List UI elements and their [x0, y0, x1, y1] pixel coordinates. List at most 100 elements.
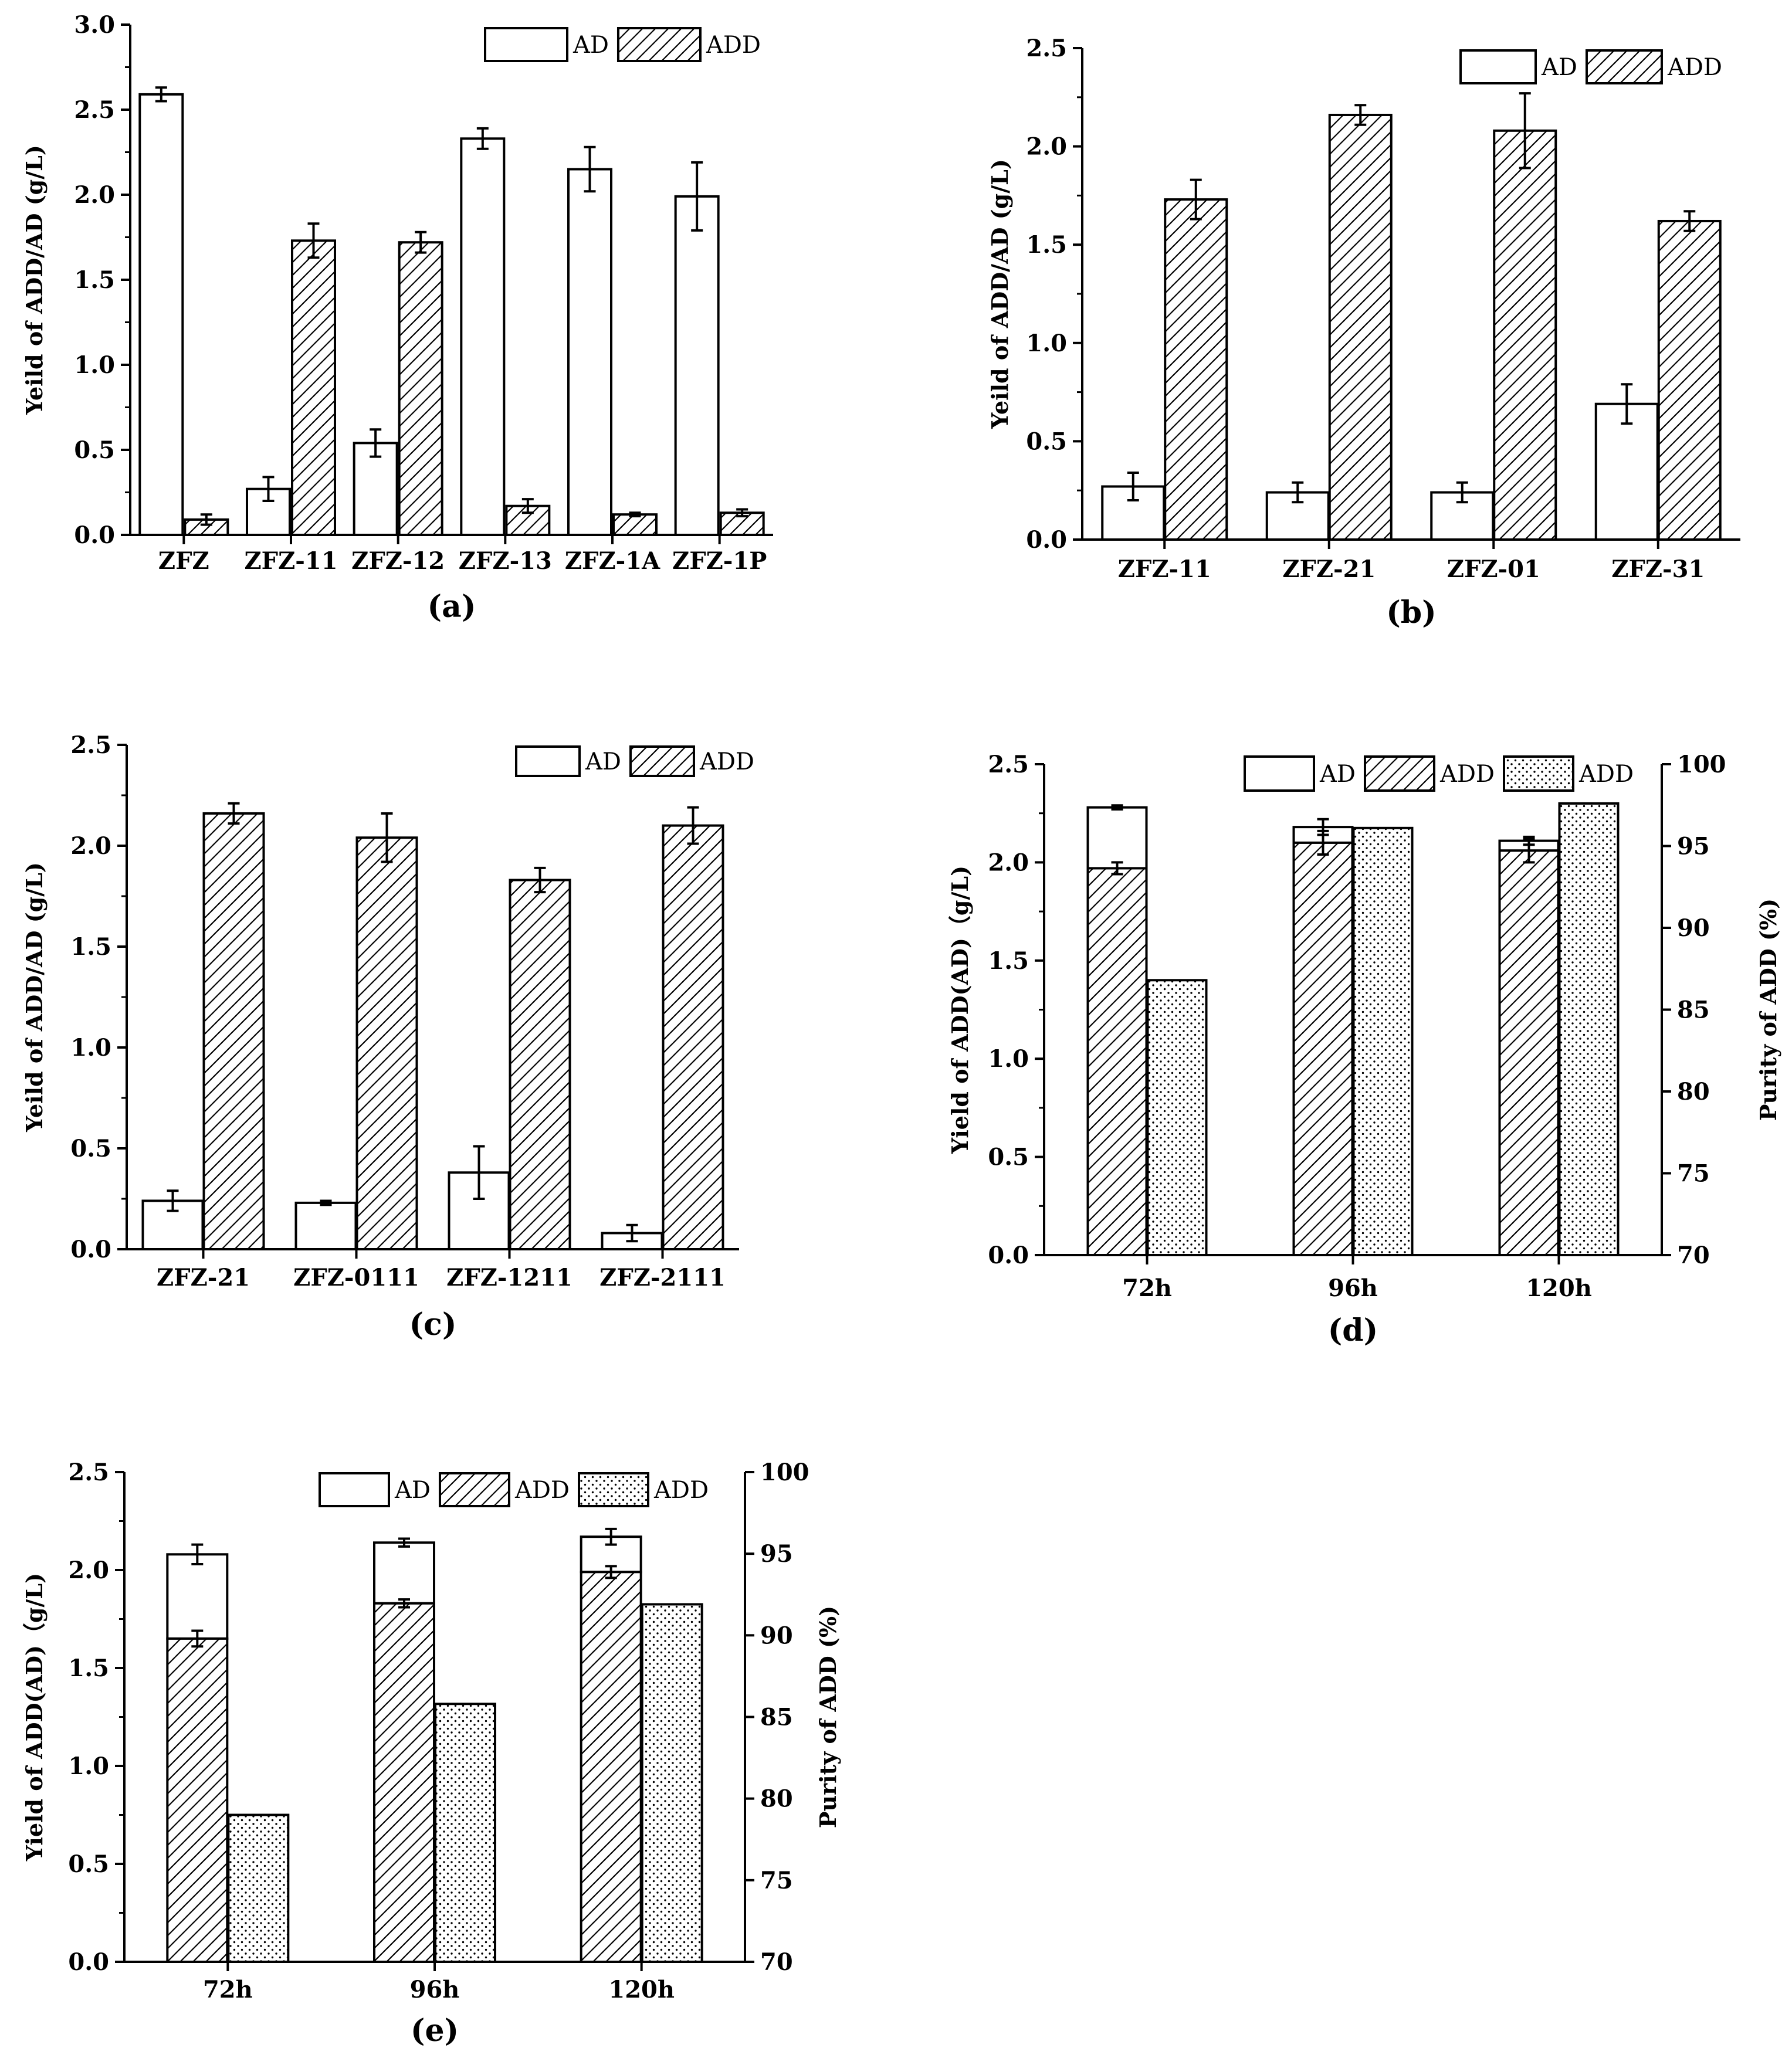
bar-ad-zfz-1p — [674, 195, 720, 536]
legend-swatch — [578, 1472, 649, 1507]
bar-add-zfz-1a — [612, 513, 658, 537]
x-tick-label: ZFZ — [158, 547, 209, 575]
chart-a: 0.0 0.5 1.0 1.5 2.0 2.5 3.0 ZFZ ZFZ-11 ZFZ-12 ZFZ-… — [21, 11, 773, 625]
y-right-tick-label: 100 — [760, 1459, 809, 1486]
x-tick-label: ZFZ-0111 — [293, 1264, 419, 1291]
legend-label: ADD — [514, 1477, 570, 1504]
chart-b: 0.0 0.5 1.0 1.5 2.0 2.5 ZFZ-11 ZFZ-21 ZFZ-01 ZFZ-… — [987, 35, 1740, 630]
x-tick-label: 96h — [410, 1976, 460, 2003]
bar-ad-zfz-0111 — [294, 1201, 357, 1250]
bar-add-zfz-31 — [1657, 219, 1722, 541]
x-tick-label: ZFZ-11 — [244, 547, 337, 575]
legend-label: ADD — [706, 32, 761, 59]
y-tick-label: 3.0 — [74, 11, 115, 39]
bar-add-zfz-12 — [398, 241, 443, 536]
bar-ad-stack-72h — [1086, 806, 1148, 870]
x-tick-label: 120h — [608, 1976, 675, 2003]
y-tick-label: 1.5 — [988, 947, 1029, 975]
y-tick-label: 1.0 — [68, 1752, 109, 1780]
y-axis-title: Yield of ADD(AD)（g/L) — [21, 1573, 48, 1862]
bar-ad-zfz-31 — [1594, 402, 1659, 541]
bar-add-stack-96h — [373, 1602, 435, 1963]
y-tick-label: 1.5 — [68, 1654, 109, 1682]
panel-label: (c) — [409, 1307, 457, 1342]
bar-add-zfz-2111 — [662, 824, 724, 1250]
legend-swatch — [616, 27, 702, 62]
y-tick-label: 1.0 — [74, 351, 115, 379]
y-axis-right-title: Purity of ADD (%) — [1755, 899, 1781, 1121]
x-tick-label: 120h — [1526, 1274, 1592, 1302]
legend-label: AD — [394, 1477, 431, 1504]
legend-swatch — [1363, 755, 1435, 792]
legend-swatch — [1585, 49, 1663, 84]
y-tick-label: 2.0 — [1026, 133, 1067, 161]
bar-add-zfz-11 — [1164, 198, 1228, 541]
legend-swatch — [319, 1472, 390, 1507]
x-tick-label: ZFZ-2111 — [599, 1264, 726, 1291]
bar-ad-stack-96h — [373, 1541, 435, 1605]
y-right-tick-label: 75 — [1677, 1160, 1710, 1188]
bar-ad-stack-72h — [166, 1553, 229, 1640]
legend-label: ADD — [1578, 761, 1634, 788]
panel-label: (d) — [1328, 1313, 1378, 1348]
bar-ad-zfz-12 — [353, 442, 398, 537]
bar-purity-120h — [1558, 802, 1620, 1256]
y-tick-label: 2.5 — [1026, 35, 1067, 62]
legend-label: ADD — [653, 1477, 709, 1504]
legend-swatch — [629, 745, 695, 777]
y-axis-title: Yeild of ADD/AD (g/L) — [21, 145, 48, 415]
bar-add-zfz-21 — [202, 812, 265, 1250]
x-tick-label: 72h — [203, 1976, 253, 2003]
y-tick-label: 2.0 — [74, 181, 115, 209]
y-tick-label: 1.0 — [1026, 330, 1067, 357]
legend-label: AD — [585, 748, 621, 775]
bar-add-stack-96h — [1292, 841, 1354, 1257]
panel-label: (e) — [411, 2013, 459, 2049]
bar-purity-120h — [641, 1603, 703, 1963]
y-tick-label: 0.5 — [74, 436, 115, 464]
y-tick-label: 1.5 — [1026, 231, 1067, 259]
y-tick-label: 2.0 — [68, 1557, 109, 1584]
legend-label: ADD — [1439, 761, 1495, 788]
x-tick-label: ZFZ-11 — [1118, 555, 1211, 583]
y-tick-label: 1.5 — [74, 266, 115, 294]
y-tick-label: 2.0 — [70, 832, 111, 860]
x-tick-label: ZFZ-21 — [157, 1264, 250, 1291]
chart-c: 0.0 0.5 1.0 1.5 2.0 2.5 ZFZ-21 ZFZ-0111 ZFZ-1211… — [21, 731, 754, 1342]
panel-label: (b) — [1386, 595, 1437, 630]
legend-label: ADD — [699, 748, 754, 775]
y-tick-label: 2.5 — [68, 1459, 109, 1486]
legend-swatch — [438, 1472, 510, 1507]
y-tick-label: 0.0 — [74, 521, 115, 549]
y-right-tick-label: 90 — [760, 1622, 793, 1649]
bar-add-stack-120h — [1498, 849, 1560, 1256]
legend-swatch — [1503, 755, 1574, 792]
y-tick-label: 0.5 — [988, 1144, 1029, 1171]
panel-label: (a) — [428, 589, 476, 625]
x-tick-label: ZFZ-01 — [1447, 555, 1540, 583]
legend-swatch — [1459, 49, 1537, 84]
y-axis-title: Yeild of ADD/AD (g/L) — [21, 862, 48, 1133]
bar-purity-96h — [1352, 826, 1414, 1257]
bar-add-stack-72h — [1086, 867, 1148, 1256]
y-right-tick-label: 75 — [760, 1867, 793, 1894]
y-tick-label: 1.0 — [988, 1045, 1029, 1073]
bar-purity-72h — [227, 1813, 290, 1963]
bar-add-stack-72h — [166, 1637, 229, 1963]
y-right-tick-label: 95 — [1677, 833, 1710, 860]
x-tick-label: ZFZ-13 — [459, 547, 552, 575]
legend-swatch — [1244, 755, 1315, 792]
legend-swatch — [515, 745, 581, 777]
y-right-tick-label: 70 — [760, 1948, 793, 1976]
y-tick-label: 1.0 — [70, 1034, 111, 1062]
y-right-tick-label: 80 — [760, 1785, 793, 1813]
y-tick-label: 0.0 — [1026, 526, 1067, 554]
bar-ad-zfz — [138, 93, 184, 536]
bar-ad-zfz-1a — [567, 168, 612, 536]
y-tick-label: 1.5 — [70, 933, 111, 961]
y-axis-title: Yield of ADD(AD)（g/L) — [947, 866, 973, 1154]
y-tick-label: 2.5 — [74, 96, 115, 124]
y-tick-label: 0.5 — [70, 1135, 111, 1162]
y-right-tick-label: 85 — [760, 1704, 793, 1731]
y-tick-label: 0.5 — [1026, 428, 1067, 455]
